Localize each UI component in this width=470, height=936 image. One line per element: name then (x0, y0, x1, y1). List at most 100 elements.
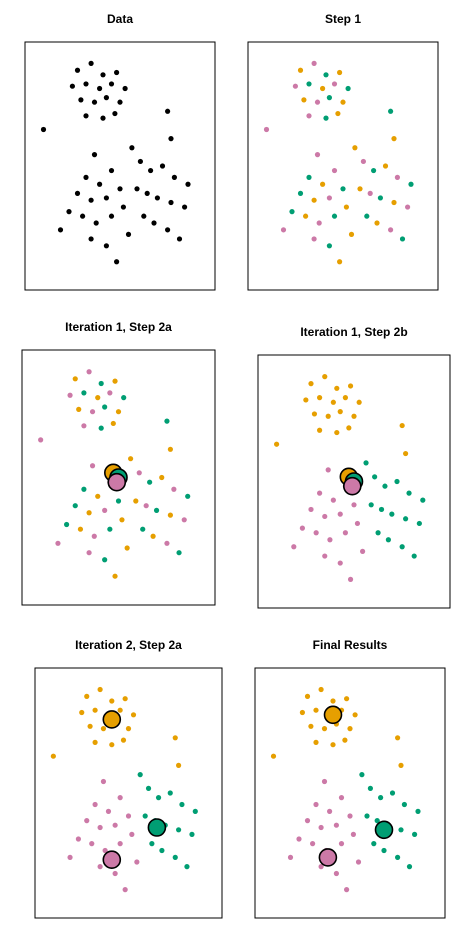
point (363, 460, 369, 466)
point (378, 795, 384, 801)
point (171, 486, 177, 492)
point (83, 174, 89, 180)
point (91, 152, 98, 158)
point (67, 392, 73, 398)
point (306, 81, 312, 87)
point (308, 723, 314, 729)
point (308, 381, 314, 387)
point (109, 742, 115, 748)
point (406, 490, 412, 496)
point (91, 99, 98, 105)
point (399, 236, 406, 242)
point (87, 723, 93, 729)
point (395, 735, 401, 741)
point (263, 126, 270, 133)
point (311, 236, 317, 242)
point (133, 498, 139, 504)
point (297, 67, 304, 73)
point (412, 831, 418, 838)
point (378, 506, 385, 513)
point (374, 818, 380, 824)
point (385, 537, 391, 543)
point (280, 227, 287, 233)
point (354, 520, 361, 527)
point (50, 753, 56, 759)
point (151, 220, 157, 226)
point (143, 503, 149, 509)
centroid (102, 850, 122, 870)
point (92, 707, 98, 713)
panel-frame (24, 41, 216, 291)
point (185, 181, 191, 187)
point (122, 696, 128, 702)
point (134, 859, 140, 865)
point (403, 450, 409, 457)
point (179, 801, 185, 808)
point (79, 709, 85, 716)
point (167, 512, 173, 518)
point (331, 81, 338, 87)
point (89, 841, 95, 847)
point (270, 753, 277, 759)
point (388, 227, 394, 233)
point (289, 209, 295, 215)
point (303, 397, 309, 403)
panel-frame (257, 354, 451, 609)
point (55, 540, 61, 546)
point (103, 95, 109, 101)
point (326, 95, 332, 101)
point (125, 813, 132, 819)
point (81, 423, 87, 429)
point (112, 110, 118, 117)
point (119, 517, 125, 523)
point (311, 60, 317, 66)
point (164, 418, 170, 424)
point (323, 72, 329, 78)
point (145, 785, 152, 792)
point (352, 712, 358, 718)
point (377, 195, 383, 201)
point (301, 97, 307, 103)
point (77, 526, 84, 532)
panel-title: Step 1 (325, 12, 361, 26)
point (416, 520, 422, 527)
point (371, 167, 377, 174)
point (318, 686, 324, 693)
point (399, 422, 405, 429)
point (292, 83, 298, 89)
point (340, 186, 346, 192)
point (89, 409, 96, 415)
point (84, 818, 90, 824)
point (95, 493, 101, 499)
panel-frame (21, 349, 216, 606)
point (317, 490, 323, 496)
point (168, 136, 174, 142)
point (391, 199, 397, 206)
point (74, 190, 81, 196)
point (112, 870, 118, 877)
point (323, 115, 329, 121)
point (325, 413, 331, 419)
point (374, 220, 380, 226)
point (382, 483, 388, 489)
point (108, 81, 115, 87)
point (105, 808, 112, 815)
point (337, 409, 343, 415)
point (83, 113, 89, 119)
point (136, 470, 142, 476)
point (375, 530, 381, 536)
point (335, 110, 341, 117)
point (107, 390, 113, 396)
point (80, 213, 86, 219)
point (342, 395, 348, 401)
point (406, 864, 413, 870)
point (357, 186, 363, 192)
point (382, 163, 389, 169)
point (347, 576, 354, 582)
point (313, 707, 319, 713)
point (72, 503, 78, 509)
point (92, 739, 98, 746)
point (322, 553, 328, 559)
point (351, 502, 357, 508)
point (97, 686, 103, 693)
